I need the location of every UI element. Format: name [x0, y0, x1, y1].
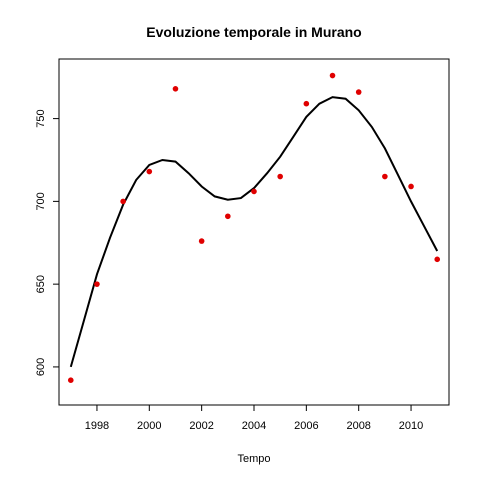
data-point: [303, 100, 310, 107]
x-tick-label: 2006: [294, 420, 318, 432]
data-point: [146, 168, 153, 175]
data-point: [382, 173, 388, 180]
smooth-trend-line: [69, 96, 439, 368]
x-tick-label: 2000: [137, 420, 161, 432]
x-tick-label: 2004: [242, 420, 266, 432]
y-axis: 600 650 700 750: [35, 109, 60, 376]
data-point: [225, 213, 231, 220]
plot-frame: [58, 58, 450, 406]
x-tick-label: 2008: [346, 420, 370, 432]
data-point: [67, 377, 74, 383]
x-tick-label: 1998: [85, 420, 109, 432]
chart-title: Evoluzione temporale in Murano: [146, 24, 361, 40]
data-point: [355, 89, 362, 95]
y-tick-label: 600: [35, 358, 47, 376]
y-tick-label: 700: [35, 192, 47, 210]
x-tick-label: 2002: [189, 420, 213, 432]
data-point: [434, 256, 441, 263]
data-point: [94, 281, 100, 287]
x-tick-label: 2010: [399, 420, 423, 432]
data-point: [251, 188, 257, 195]
x-axis-label: Tempo: [237, 453, 270, 465]
data-points: [67, 72, 441, 383]
data-point: [408, 183, 414, 190]
data-point: [120, 198, 126, 205]
data-point: [198, 238, 205, 244]
data-point: [277, 173, 283, 180]
y-tick-label: 650: [35, 275, 47, 293]
y-tick-label: 750: [35, 109, 47, 127]
data-point: [172, 85, 179, 92]
x-axis: 1998 2000 2002 2004 2006 2008 2010: [85, 404, 423, 432]
data-point: [329, 72, 336, 79]
